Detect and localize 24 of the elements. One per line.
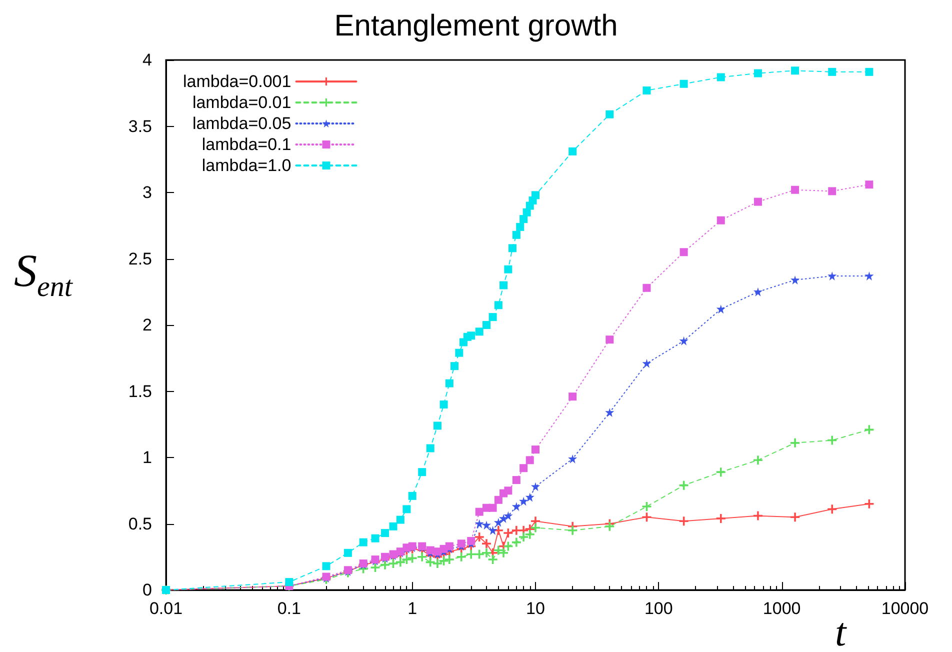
x-tick-label: 1 <box>408 599 418 618</box>
legend-label: lambda=1.0 <box>202 156 292 175</box>
y-tick-label: 1 <box>142 448 152 467</box>
y-tick-label: 4 <box>142 50 152 70</box>
legend-label: lambda=0.001 <box>182 72 292 91</box>
x-tick-label: 1000 <box>762 599 801 618</box>
legend-label: lambda=0.1 <box>202 135 292 154</box>
y-tick-label: 2 <box>142 316 152 334</box>
y-tick-label: 2.5 <box>128 249 152 268</box>
x-tick-label: 0.01 <box>149 599 183 618</box>
y-axis-title: S$_{ent}$ <box>14 245 72 304</box>
legend-label: lambda=0.01 <box>192 93 292 112</box>
y-tick-label: 3 <box>142 183 152 202</box>
legend-label: lambda=0.05 <box>192 114 292 133</box>
x-tick-label: 10000 <box>881 599 929 618</box>
x-axis-title: t <box>835 610 847 652</box>
chart-title: Entanglement growth <box>334 10 618 42</box>
x-tick-label: 100 <box>644 599 673 618</box>
y-tick-label: 1.5 <box>128 382 152 401</box>
x-tick-label: 0.1 <box>277 599 301 618</box>
y-tick-label: 0.5 <box>128 514 152 534</box>
x-tick-label: 10 <box>526 599 545 618</box>
y-tick-label: 0 <box>142 580 152 600</box>
y-tick-label: 3.5 <box>128 116 152 136</box>
